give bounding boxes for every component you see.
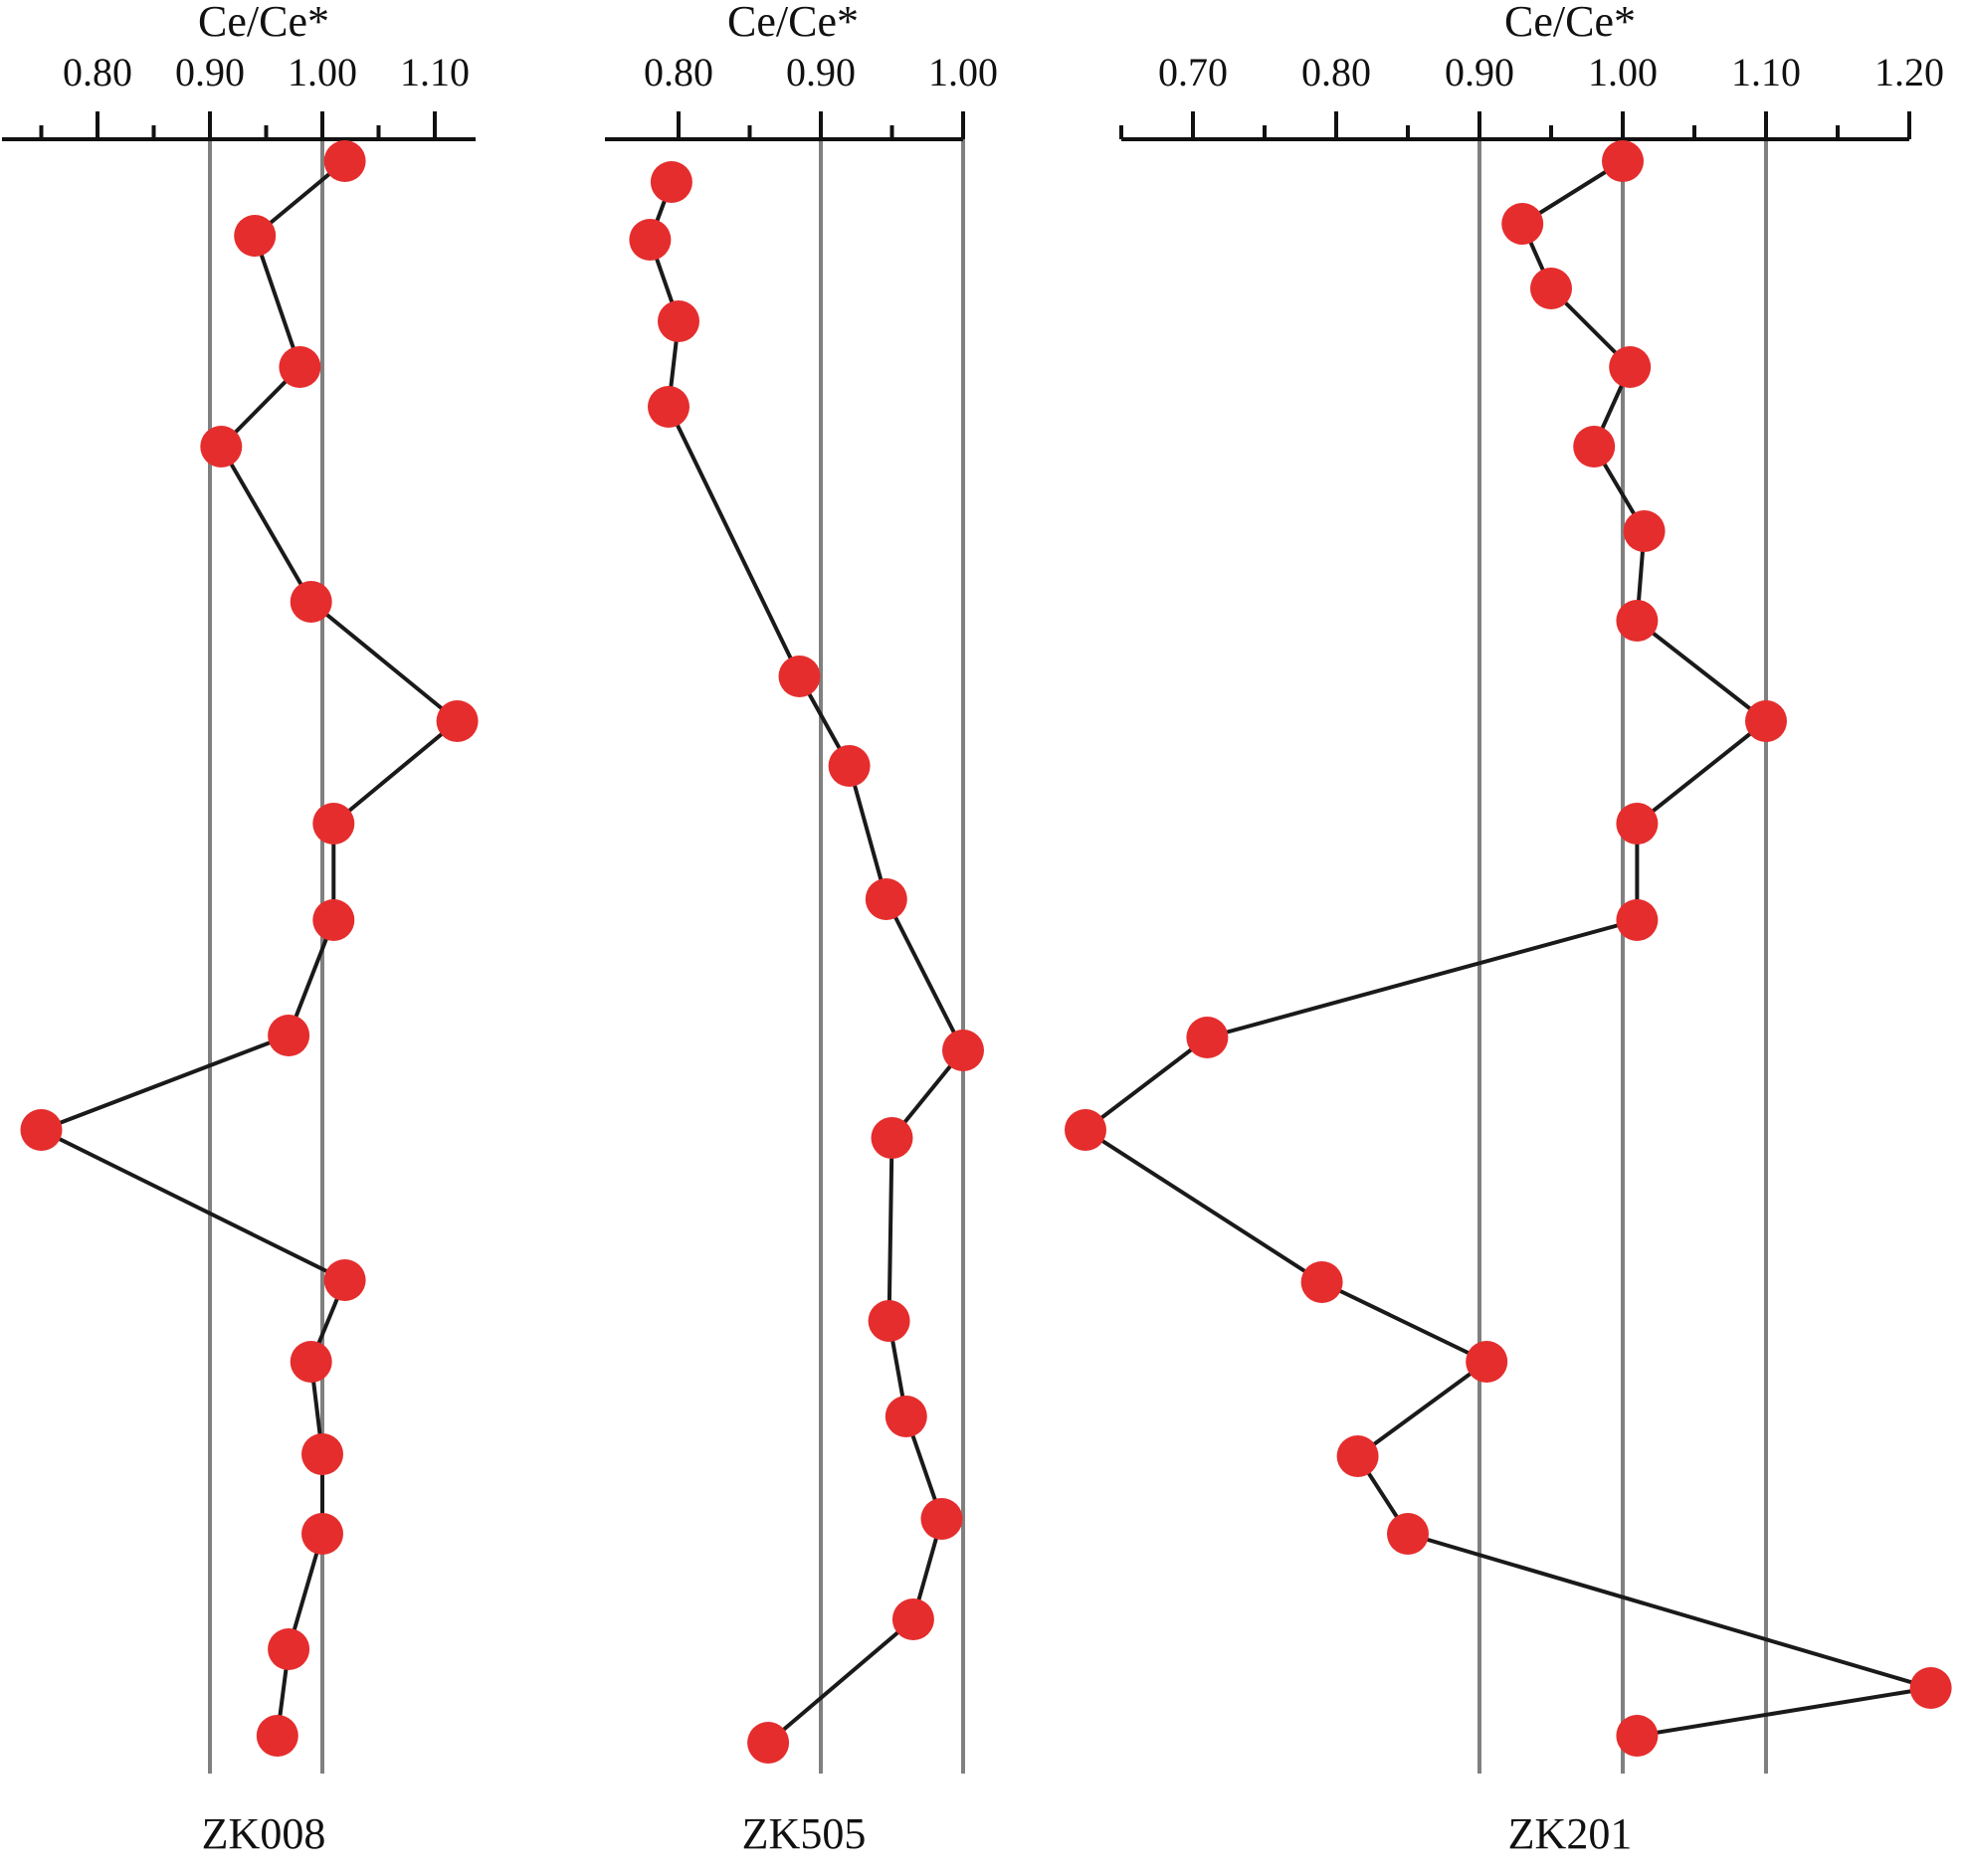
data-point-zk201 [1501, 203, 1544, 245]
well-label-zk505: ZK505 [742, 1809, 867, 1858]
panel-zk008: 0.80 0.90 1.00 1.10 Ce/Ce* ZK008 [2, 0, 479, 1858]
data-point-zk505 [828, 745, 871, 787]
data-point-zk505 [885, 1396, 927, 1437]
tick-label-zk008: 0.90 [175, 50, 245, 94]
well-label-zk201: ZK201 [1508, 1809, 1633, 1858]
series-line-zk008 [39, 159, 460, 1737]
tick-label-zk201: 1.20 [1874, 50, 1944, 94]
tick-label-zk008: 1.10 [400, 50, 470, 94]
data-point-zk008 [436, 700, 479, 742]
well-label-zk008: ZK008 [202, 1809, 326, 1858]
data-point-zk008 [323, 140, 366, 182]
data-point-zk008 [323, 1259, 366, 1301]
panel-zk505: 0.80 0.90 1.00 Ce/Ce* ZK505 [605, 0, 998, 1858]
data-point-zk201 [1387, 1513, 1429, 1555]
series-line-zk505 [648, 181, 965, 1745]
data-point-zk505 [868, 1300, 910, 1342]
tick-label-zk505: 0.90 [786, 50, 856, 94]
data-point-zk505 [778, 656, 821, 697]
data-point-zk201 [1909, 1667, 1952, 1709]
data-point-zk201 [1336, 1435, 1379, 1477]
data-point-zk008 [312, 803, 355, 844]
data-point-zk008 [256, 1715, 298, 1757]
data-point-zk505 [920, 1498, 963, 1540]
tick-label-zk008: 1.00 [288, 50, 357, 94]
series-line-zk201 [1083, 159, 1933, 1738]
data-point-zk505 [629, 219, 672, 261]
data-point-zk201 [1616, 1715, 1659, 1757]
data-point-zk008 [301, 1433, 343, 1475]
tick-label-zk201: 0.70 [1158, 50, 1228, 94]
data-point-zk201 [1623, 510, 1666, 552]
data-point-zk201 [1616, 600, 1659, 642]
data-point-zk008 [268, 1015, 310, 1056]
data-point-zk505 [891, 1598, 934, 1640]
axis-title-zk008: Ce/Ce* [198, 0, 329, 46]
data-point-zk201 [1745, 700, 1787, 742]
axis-title-zk505: Ce/Ce* [727, 0, 859, 46]
data-point-zk505 [658, 300, 699, 342]
data-point-zk008 [200, 426, 243, 468]
data-point-zk201 [1609, 346, 1652, 388]
panel-zk201: 0.70 0.80 0.90 1.00 1.10 1.20 Ce/Ce* ZK201 [1065, 0, 1952, 1858]
tick-label-zk201: 0.80 [1301, 50, 1371, 94]
tick-label-zk505: 0.80 [644, 50, 713, 94]
tick-label-zk505: 1.00 [928, 50, 998, 94]
data-point-zk505 [865, 878, 907, 920]
data-point-zk201 [1616, 899, 1659, 941]
data-point-zk201 [1616, 803, 1659, 844]
data-point-zk201 [1186, 1017, 1229, 1058]
data-point-zk008 [290, 581, 332, 623]
data-point-zk201 [1530, 268, 1572, 309]
data-point-zk505 [871, 1117, 913, 1159]
tick-label-zk201: 1.00 [1588, 50, 1658, 94]
data-point-zk201 [1300, 1261, 1343, 1303]
axis-title-zk201: Ce/Ce* [1504, 0, 1636, 46]
tick-label-zk008: 0.80 [63, 50, 132, 94]
data-point-zk201 [1573, 426, 1616, 468]
data-point-zk505 [650, 161, 692, 203]
data-point-zk201 [1466, 1341, 1508, 1383]
data-point-zk201 [1602, 140, 1644, 182]
data-point-zk008 [234, 215, 277, 257]
data-point-zk008 [312, 899, 355, 941]
tick-label-zk201: 0.90 [1445, 50, 1514, 94]
data-point-zk505 [747, 1722, 790, 1764]
data-point-zk008 [20, 1109, 63, 1151]
data-point-zk008 [268, 1628, 310, 1670]
data-point-zk008 [279, 346, 321, 388]
data-point-zk201 [1065, 1109, 1106, 1151]
data-point-zk008 [301, 1513, 343, 1555]
tick-label-zk201: 1.10 [1731, 50, 1801, 94]
data-point-zk505 [942, 1030, 984, 1071]
data-point-zk505 [648, 386, 689, 428]
data-point-zk008 [290, 1341, 332, 1383]
